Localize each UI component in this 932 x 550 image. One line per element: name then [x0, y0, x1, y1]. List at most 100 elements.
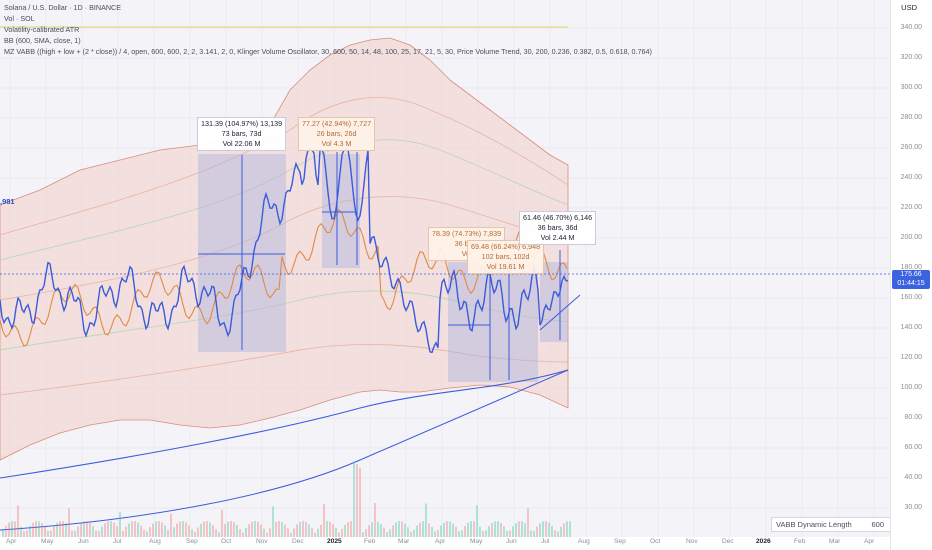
- volume-bar: [122, 531, 124, 537]
- price-tick: 280.00: [900, 114, 922, 121]
- volume-bar: [116, 525, 118, 537]
- price-tick: 30.00: [904, 504, 922, 511]
- volume-bar: [419, 522, 421, 537]
- callout-3-bars: 36 bars: [454, 239, 479, 248]
- volume-bar: [125, 526, 127, 537]
- time-label: Sep: [614, 538, 626, 545]
- volume-bar: [275, 521, 277, 537]
- volume-bar: [326, 521, 328, 537]
- volume-bar: [371, 522, 373, 537]
- legend-mz-vabb[interactable]: MZ VABB ((high + low + (2 * close)) / 4,…: [4, 47, 652, 56]
- volume-bar: [287, 528, 289, 537]
- volume-bar: [2, 529, 4, 537]
- price-tick: 340.00: [900, 24, 922, 31]
- volume-bar: [308, 524, 310, 537]
- volume-bar: [329, 521, 331, 537]
- callout-3-volume: Vol: [432, 249, 501, 259]
- volume-bar: [380, 523, 382, 537]
- volume-bar: [356, 464, 358, 537]
- price-tick: 80.00: [904, 414, 922, 421]
- volume-bar: [104, 523, 106, 537]
- volume-bar: [143, 529, 145, 537]
- volume-bar: [551, 525, 553, 537]
- volume-bar: [488, 526, 490, 537]
- volume-bar: [350, 521, 352, 537]
- measure-range-box: [540, 262, 568, 342]
- price-tick: 240.00: [900, 174, 922, 181]
- time-label: Aug: [578, 538, 590, 545]
- volume-bar: [557, 531, 559, 537]
- range-callout-2[interactable]: 77.27 (42.94%) 7,727 26 bars, 26d Vol 4.…: [298, 117, 376, 151]
- price-tick: 100.00: [900, 384, 922, 391]
- volume-bar: [140, 525, 142, 537]
- volume-bar: [248, 524, 250, 537]
- time-label: Mar: [398, 538, 410, 545]
- legend-atr[interactable]: Volatility-calibrated ATR: [4, 25, 80, 34]
- range-callout-5[interactable]: 61.46 (46.70%) 6,146 36 bars, 36d Vol 2.…: [519, 211, 597, 245]
- volume-bar: [569, 521, 571, 537]
- volume-bar: [389, 529, 391, 537]
- volume-bar: [233, 522, 235, 537]
- vabb-length-badge[interactable]: VABB Dynamic Length 600: [771, 517, 890, 532]
- price-tick: 60.00: [904, 444, 922, 451]
- volume-bar: [314, 532, 316, 537]
- volume-bar: [323, 504, 325, 537]
- volume-bar: [101, 526, 103, 537]
- volume-bar: [560, 526, 562, 537]
- legend-volume[interactable]: Vol · SOL: [4, 14, 35, 23]
- measure-arrow-h: [539, 294, 581, 331]
- legend-bb[interactable]: BB (600, SMA, close, 1): [4, 36, 81, 45]
- volume-bar: [347, 522, 349, 537]
- volume-bar: [518, 521, 520, 537]
- volume-bar: [149, 527, 151, 537]
- chart-canvas[interactable]: [0, 0, 890, 537]
- range-callout-4[interactable]: 69.48 (66.24%) 6,948 102 bars, 102d Vol …: [467, 240, 545, 274]
- volume-bar: [512, 526, 514, 537]
- chart-plot-area[interactable]: Solana / U.S. Dollar · 1D · BINANCE Vol …: [0, 0, 890, 537]
- range-callout-1[interactable]: 131.39 (104.97%) 13,139 73 bars, 73d Vol…: [197, 117, 287, 151]
- time-label: Apr: [864, 538, 875, 545]
- current-price-tag[interactable]: 175.66 01:44:15: [892, 270, 930, 289]
- price-tick: 160.00: [900, 294, 922, 301]
- volume-bar: [353, 461, 355, 537]
- currency-label[interactable]: USD: [901, 3, 917, 12]
- volume-bar: [74, 530, 76, 537]
- volume-bar: [368, 525, 370, 537]
- volume-bar: [431, 527, 433, 537]
- volume-bar: [413, 529, 415, 537]
- price-tick: 320.00: [900, 54, 922, 61]
- volume-bar: [260, 524, 262, 537]
- volume-bar: [185, 522, 187, 537]
- volume-bar: [224, 524, 226, 537]
- time-label: Mar: [829, 538, 841, 545]
- volume-bar: [386, 531, 388, 537]
- volume-bar: [554, 530, 556, 537]
- legend-symbol-title[interactable]: Solana / U.S. Dollar · 1D · BINANCE: [4, 3, 122, 12]
- volume-bar: [566, 521, 568, 537]
- price-tick: 180.00: [900, 264, 922, 271]
- time-axis[interactable]: Apr May Jun Jul Aug Sep Oct Nov Dec 2025…: [0, 537, 890, 550]
- volume-bar: [182, 521, 184, 537]
- callout-1-bars: 73 bars, 73d: [221, 129, 262, 138]
- callout-2-change: 77.27 (42.94%) 7,727: [302, 119, 372, 128]
- price-line: [0, 149, 569, 354]
- volume-bar: [86, 521, 88, 537]
- volume-bar: [89, 522, 91, 537]
- volume-bar: [497, 521, 499, 537]
- volume-bar: [38, 521, 40, 537]
- time-label: Sep: [186, 538, 198, 545]
- volume-bar: [494, 521, 496, 537]
- callout-2-bars: 26 bars, 26d: [316, 129, 357, 138]
- volume-bar: [176, 523, 178, 537]
- volume-bar: [128, 523, 130, 537]
- volume-bar: [311, 528, 313, 537]
- volume-bar: [284, 524, 286, 537]
- volume-bar: [473, 521, 475, 537]
- volume-bar: [179, 521, 181, 537]
- volume-bar: [524, 522, 526, 537]
- volume-bar: [173, 527, 175, 537]
- volume-bar: [416, 525, 418, 537]
- volume-bar: [533, 530, 535, 537]
- volume-bar: [8, 522, 10, 537]
